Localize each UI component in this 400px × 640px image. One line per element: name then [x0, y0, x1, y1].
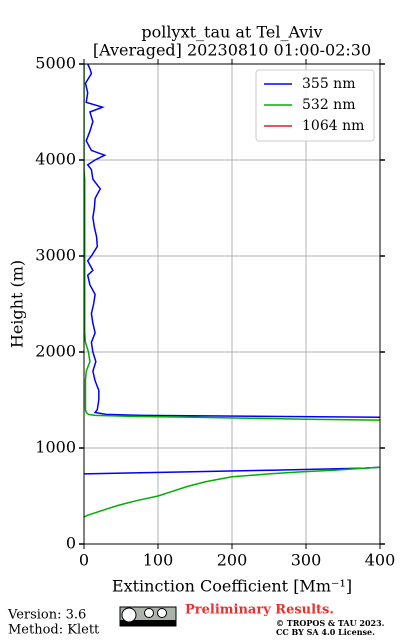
chart-subtitle: [Averaged] 20230810 01:00-02:30	[93, 41, 371, 60]
y-tick-label: 4000	[35, 150, 76, 169]
y-tick-label: 0	[66, 534, 76, 553]
y-axis-label: Height (m)	[8, 260, 27, 348]
license: CC BY SA 4.0 License.	[276, 627, 375, 637]
y-tick-label: 3000	[35, 246, 76, 265]
x-tick-label: 200	[217, 551, 248, 570]
y-tick-label: 2000	[35, 342, 76, 361]
version: Version: 3.6	[7, 608, 86, 623]
x-axis-label: Extinction Coefficient [Mm⁻¹]	[112, 577, 352, 596]
x-tick-label: 400	[365, 551, 396, 570]
x-tick-label: 0	[79, 551, 89, 570]
copyright: © TROPOS & TAU 2023.	[276, 618, 385, 628]
legend: 355 nm 532 nm 1064 nm	[255, 69, 375, 142]
status: Preliminary Results.	[185, 603, 334, 618]
y-tick-label: 5000	[35, 54, 76, 73]
y-tick-label: 1000	[35, 438, 76, 457]
legend-label: 532 nm	[302, 97, 355, 113]
cc-logo	[119, 606, 177, 627]
x-tick-label: 100	[143, 551, 174, 570]
plot-lines	[84, 64, 380, 518]
legend-box	[255, 69, 375, 142]
method: Method: Klett	[8, 623, 100, 638]
legend-label: 355 nm	[302, 76, 355, 92]
legend-label: 1064 nm	[302, 118, 364, 134]
data-line	[84, 64, 380, 518]
x-tick-label: 300	[291, 551, 322, 570]
chart-title: pollyxt_tau at Tel_Aviv	[141, 23, 322, 42]
